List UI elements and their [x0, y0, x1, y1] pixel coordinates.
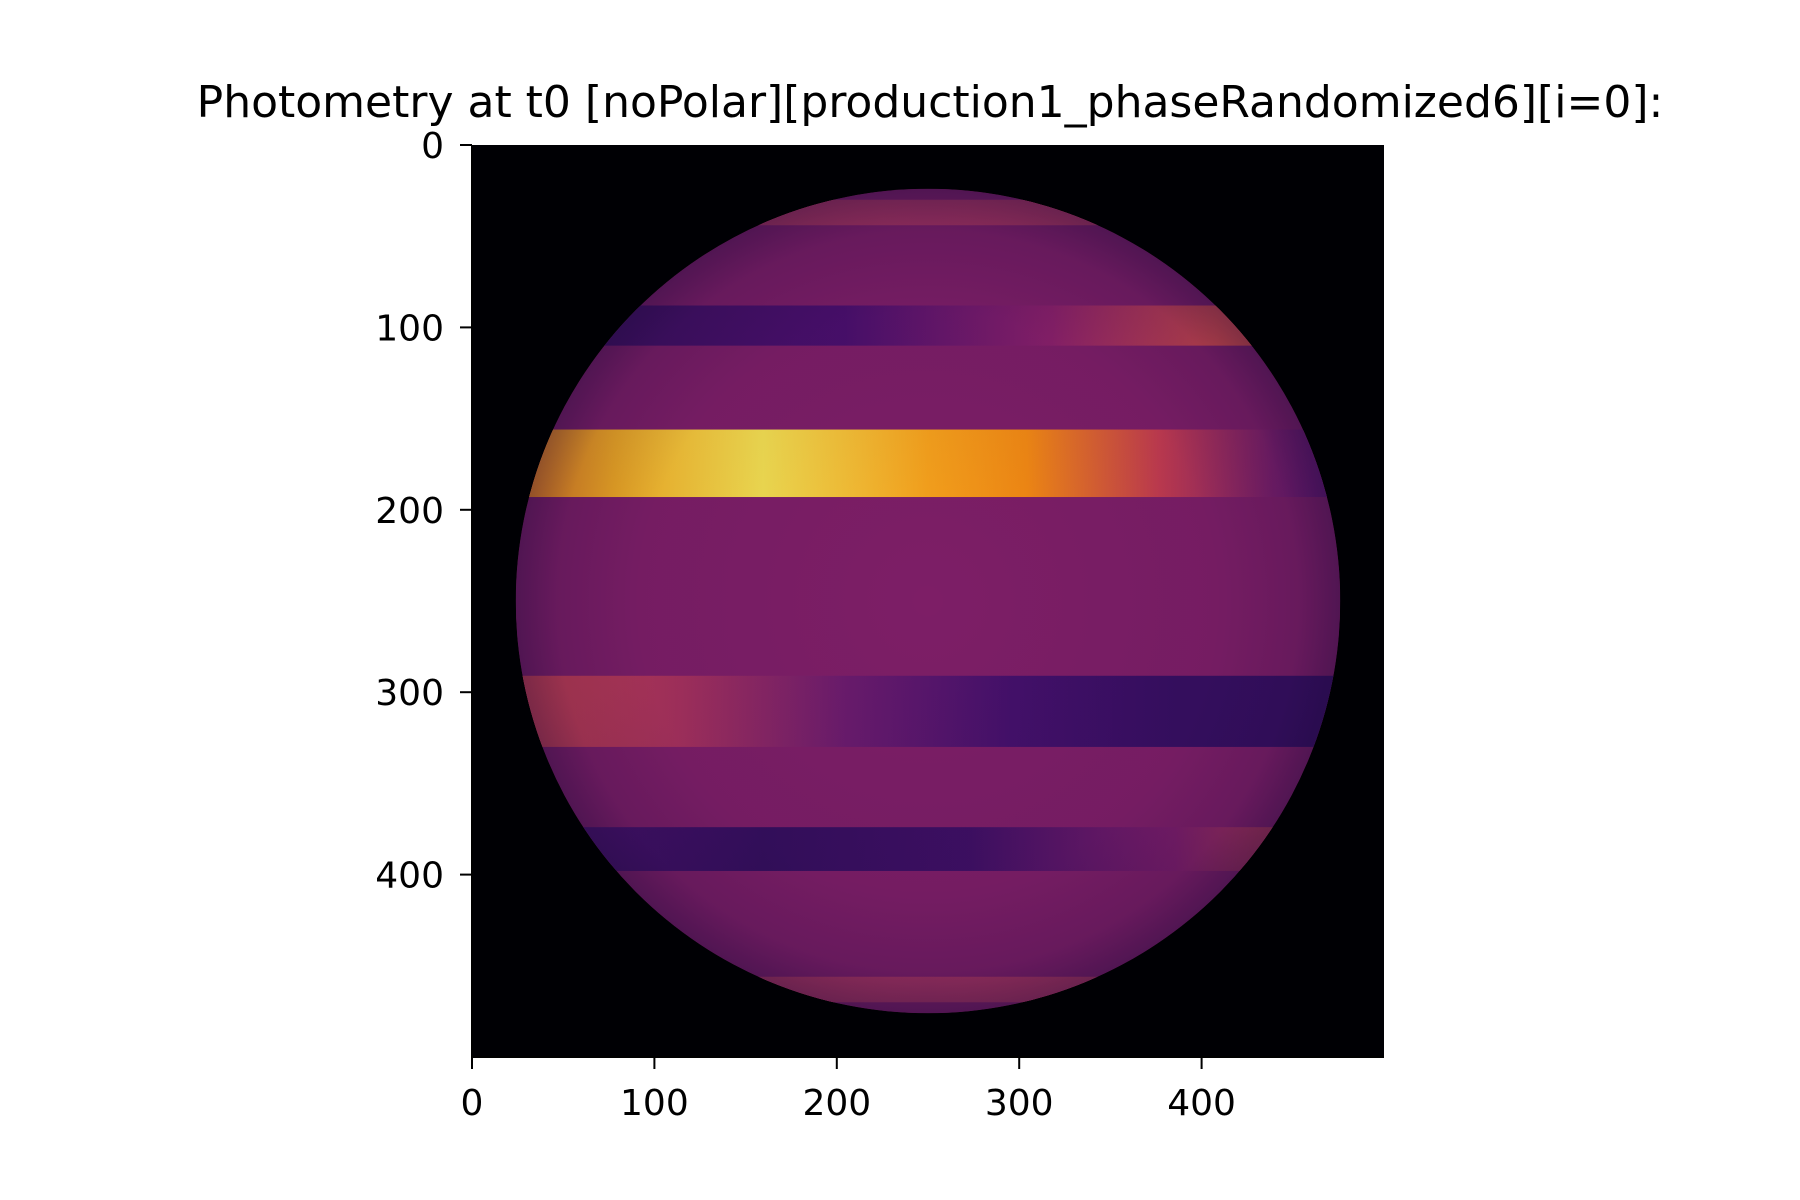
heatmap-image	[472, 145, 1384, 1057]
x-tick-label: 300	[985, 1083, 1054, 1124]
y-axis: 0 100 200 300 400	[375, 126, 473, 1057]
x-tick-label: 100	[620, 1083, 689, 1124]
x-tick-label: 400	[1167, 1083, 1236, 1124]
limb-darkening	[515, 188, 1341, 1014]
chart-title: Photometry at t0 [noPolar][production1_p…	[197, 77, 1664, 128]
x-axis: 0 100 200 300 400	[461, 1056, 1384, 1124]
y-tick-label: 200	[375, 491, 444, 532]
x-tick-label: 200	[802, 1083, 871, 1124]
y-tick-label: 300	[375, 673, 444, 714]
x-tick-label: 0	[461, 1083, 484, 1124]
planet-disk	[515, 188, 1341, 1014]
y-tick-label: 100	[375, 308, 444, 349]
y-tick-label: 400	[375, 856, 444, 897]
y-tick-label: 0	[421, 126, 444, 167]
